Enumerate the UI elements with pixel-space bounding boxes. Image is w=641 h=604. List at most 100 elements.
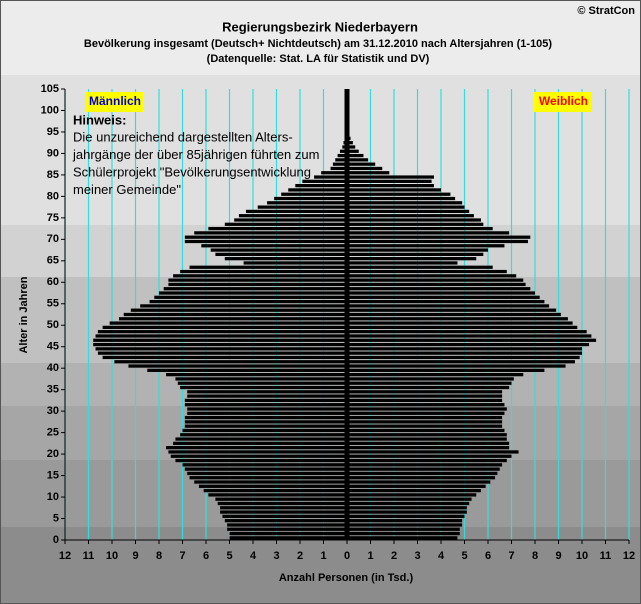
bar xyxy=(347,226,493,231)
x-tick-label: 4 xyxy=(438,550,445,562)
bar xyxy=(347,330,587,334)
y-tick-label: 55 xyxy=(47,298,59,310)
x-tick-label: 3 xyxy=(414,550,420,562)
bar xyxy=(227,527,347,531)
legend-label: Weiblich xyxy=(539,94,588,108)
bar xyxy=(173,274,347,278)
bar xyxy=(347,334,592,338)
bar xyxy=(184,239,347,244)
bar xyxy=(347,304,550,308)
bar xyxy=(224,519,347,523)
bar xyxy=(175,458,347,463)
bar xyxy=(224,222,347,226)
bar xyxy=(123,312,347,317)
band xyxy=(0,0,641,75)
x-tick-label: 5 xyxy=(226,550,232,562)
bar xyxy=(347,514,465,519)
y-tick-label: 60 xyxy=(47,276,59,288)
annotation-line: Schülerprojekt "Bevölkerungsentwicklung xyxy=(73,164,311,179)
bar xyxy=(168,278,347,282)
bar xyxy=(347,437,507,441)
bar xyxy=(187,471,347,476)
bar xyxy=(168,282,347,287)
y-tick-label: 50 xyxy=(47,319,59,331)
bar xyxy=(339,149,347,153)
bar xyxy=(347,484,486,488)
annotation-line: meiner Gemeinde" xyxy=(73,182,181,197)
y-tick-label: 30 xyxy=(47,405,59,417)
x-tick-label: 9 xyxy=(555,550,561,562)
chart-subtitle: Bevölkerung insgesamt (Deutsch+ Nichtdeu… xyxy=(84,38,553,50)
bar xyxy=(347,476,496,480)
bar xyxy=(347,269,507,274)
bar xyxy=(180,385,347,390)
bar xyxy=(347,235,531,239)
y-tick-label: 20 xyxy=(47,448,59,460)
x-tick-label: 7 xyxy=(508,550,514,562)
y-tick-label: 90 xyxy=(47,147,59,159)
bar xyxy=(347,364,566,368)
bar xyxy=(184,415,347,420)
bar xyxy=(128,364,347,368)
bar xyxy=(347,493,477,497)
bar xyxy=(330,166,347,171)
bar xyxy=(208,226,347,231)
bar xyxy=(302,179,347,183)
bar xyxy=(163,287,347,291)
bar xyxy=(267,201,347,205)
bar xyxy=(194,480,347,484)
bar xyxy=(347,218,481,222)
bar xyxy=(166,446,347,450)
bar xyxy=(347,149,359,153)
bar xyxy=(347,265,493,269)
bar xyxy=(347,282,526,287)
y-tick-label: 10 xyxy=(47,491,59,503)
bar xyxy=(130,308,347,312)
bar xyxy=(347,141,353,145)
bar xyxy=(198,484,347,488)
y-axis-label: Alter in Jahren xyxy=(18,276,30,353)
bar xyxy=(347,536,458,540)
bar xyxy=(215,252,347,256)
bar xyxy=(347,295,540,299)
y-tick-label: 75 xyxy=(47,212,59,224)
bar xyxy=(170,454,347,458)
bar xyxy=(347,244,505,248)
bar xyxy=(95,334,347,338)
y-tick-label: 45 xyxy=(47,341,59,353)
bar xyxy=(109,321,348,325)
bar xyxy=(347,523,463,527)
bar xyxy=(97,351,348,355)
x-axis-label: Anzahl Personen (in Tsd.) xyxy=(279,572,414,584)
bar xyxy=(220,510,347,514)
bar xyxy=(347,360,575,364)
bar xyxy=(314,175,347,179)
bar xyxy=(149,299,347,304)
annotation-title: Hinweis: xyxy=(73,112,126,127)
bar xyxy=(194,231,347,235)
bar xyxy=(166,373,347,377)
x-tick-label: 9 xyxy=(132,550,138,562)
bar xyxy=(102,325,347,330)
bar xyxy=(347,458,507,463)
x-tick-label: 1 xyxy=(320,550,326,562)
bar xyxy=(347,531,460,536)
y-tick-label: 80 xyxy=(47,190,59,202)
bar xyxy=(208,493,347,497)
copyright: © StratCon xyxy=(577,5,635,17)
bar xyxy=(347,205,465,209)
bar xyxy=(347,248,488,252)
bar xyxy=(347,424,503,428)
bar xyxy=(347,471,498,476)
bar xyxy=(347,446,510,450)
bar xyxy=(182,463,347,467)
bar xyxy=(184,420,347,424)
y-tick-label: 85 xyxy=(47,169,59,181)
bar xyxy=(347,373,524,377)
chart-title: Regierungsbezirk Niederbayern xyxy=(222,19,418,34)
bar xyxy=(347,385,510,390)
annotation-line: jahrgänge der über 85jährigen führten zu… xyxy=(72,147,319,162)
bar xyxy=(347,355,580,360)
bar xyxy=(347,433,507,437)
bar xyxy=(154,295,347,299)
